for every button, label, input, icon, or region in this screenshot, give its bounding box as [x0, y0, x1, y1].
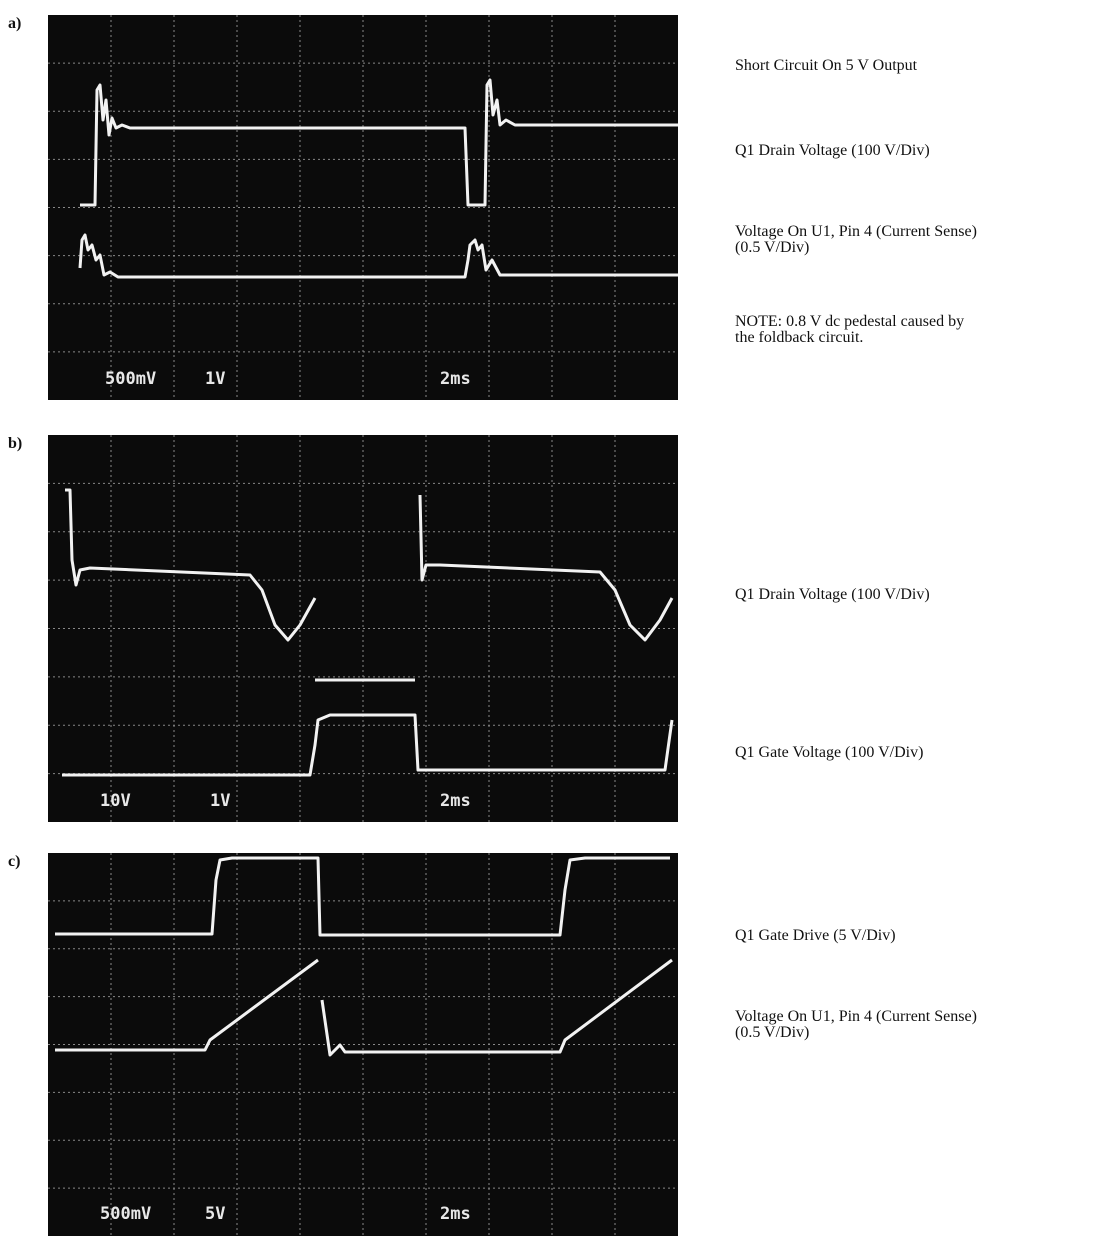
scope-label: 500mV [105, 369, 156, 389]
scope-label: 10V [100, 791, 131, 811]
caption: the foldback circuit. [735, 329, 863, 346]
page: a) 500mV 1V 2ms Short Circuit On 5 V Out… [0, 0, 1096, 1236]
panel-label: a) [8, 15, 21, 32]
caption: Q1 Gate Voltage (100 V/Div) [735, 744, 923, 761]
caption: Q1 Gate Drive (5 V/Div) [735, 927, 896, 944]
caption: Short Circuit On 5 V Output [735, 57, 918, 74]
caption: (0.5 V/Div) [735, 239, 809, 256]
panel-label: b) [8, 435, 22, 452]
scope-label: 5V [205, 1204, 225, 1224]
caption: NOTE: 0.8 V dc pedestal caused by [735, 313, 964, 330]
scope-label: 2ms [440, 791, 471, 811]
caption: (0.5 V/Div) [735, 1024, 809, 1041]
scope-label: 1V [210, 791, 230, 811]
caption: Voltage On U1, Pin 4 (Current Sense) [735, 223, 977, 240]
caption: Q1 Drain Voltage (100 V/Div) [735, 142, 930, 159]
scope-label: 1V [205, 369, 225, 389]
caption: Voltage On U1, Pin 4 (Current Sense) [735, 1008, 977, 1025]
scope-label: 500mV [100, 1204, 151, 1224]
caption: Q1 Drain Voltage (100 V/Div) [735, 586, 930, 603]
panel-label: c) [8, 853, 20, 870]
scope-label: 2ms [440, 1204, 471, 1224]
figure: a) 500mV 1V 2ms Short Circuit On 5 V Out… [0, 0, 1096, 1236]
scope-label: 2ms [440, 369, 471, 389]
